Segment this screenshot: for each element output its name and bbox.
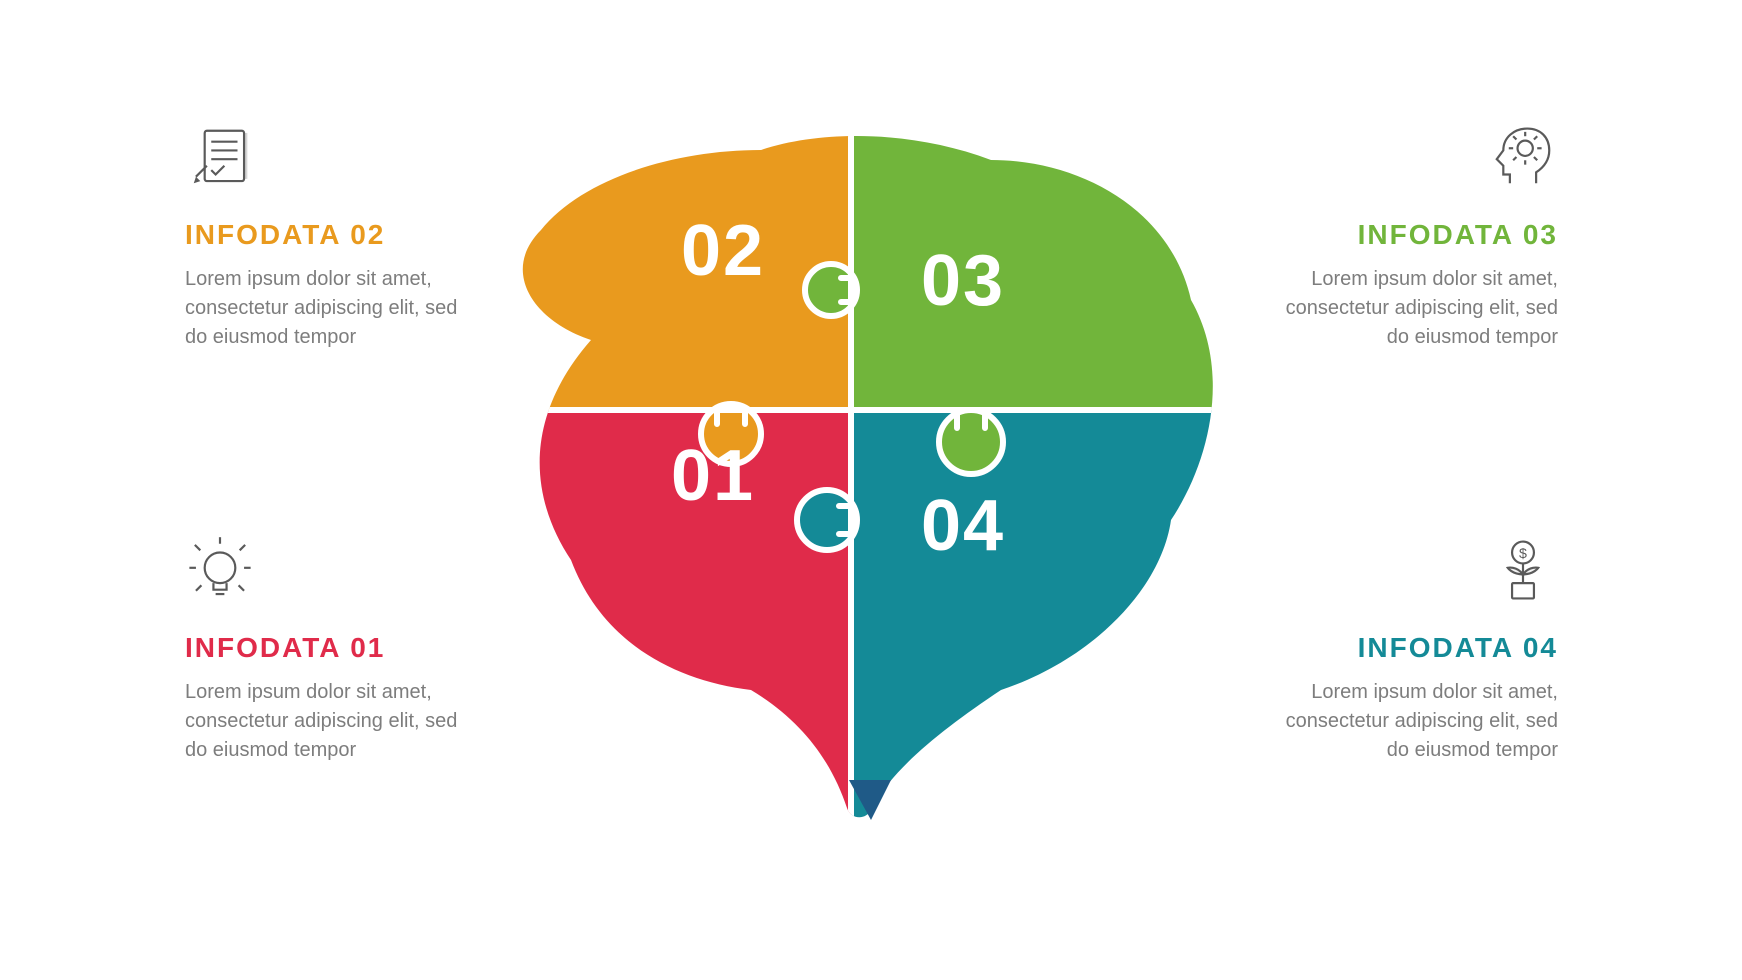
info-block-04: $ INFODATA 04 Lorem ipsum dolor sit amet… bbox=[1258, 535, 1558, 765]
piece-number-01: 01 bbox=[671, 435, 755, 517]
info-block-01: INFODATA 01 Lorem ipsum dolor sit amet, … bbox=[185, 535, 485, 765]
puzzle-piece-01 bbox=[471, 410, 851, 840]
checklist-icon bbox=[185, 122, 255, 197]
info-desc-04: Lorem ipsum dolor sit amet, consectetur … bbox=[1258, 678, 1558, 765]
info-desc-02: Lorem ipsum dolor sit amet, consectetur … bbox=[185, 265, 485, 352]
brain-puzzle: 01 02 03 04 bbox=[471, 120, 1231, 840]
infographic-canvas: INFODATA 02 Lorem ipsum dolor sit amet, … bbox=[0, 0, 1742, 980]
lightbulb-icon bbox=[185, 535, 255, 610]
info-block-02: INFODATA 02 Lorem ipsum dolor sit amet, … bbox=[185, 122, 485, 352]
puzzle-piece-03 bbox=[851, 120, 1231, 410]
info-title-02: INFODATA 02 bbox=[185, 219, 485, 251]
money-plant-icon: $ bbox=[1488, 535, 1558, 610]
info-block-03: INFODATA 03 Lorem ipsum dolor sit amet, … bbox=[1258, 122, 1558, 352]
info-title-03: INFODATA 03 bbox=[1258, 219, 1558, 251]
piece-number-02: 02 bbox=[681, 210, 765, 292]
puzzle-piece-02 bbox=[471, 120, 851, 410]
piece-number-04: 04 bbox=[921, 485, 1005, 567]
info-desc-01: Lorem ipsum dolor sit amet, consectetur … bbox=[185, 678, 485, 765]
puzzle-piece-04 bbox=[851, 410, 1231, 840]
info-title-01: INFODATA 01 bbox=[185, 632, 485, 664]
piece-number-03: 03 bbox=[921, 240, 1005, 322]
info-title-04: INFODATA 04 bbox=[1258, 632, 1558, 664]
info-desc-03: Lorem ipsum dolor sit amet, consectetur … bbox=[1258, 265, 1558, 352]
head-gear-icon bbox=[1488, 122, 1558, 197]
svg-text:$: $ bbox=[1519, 546, 1527, 562]
